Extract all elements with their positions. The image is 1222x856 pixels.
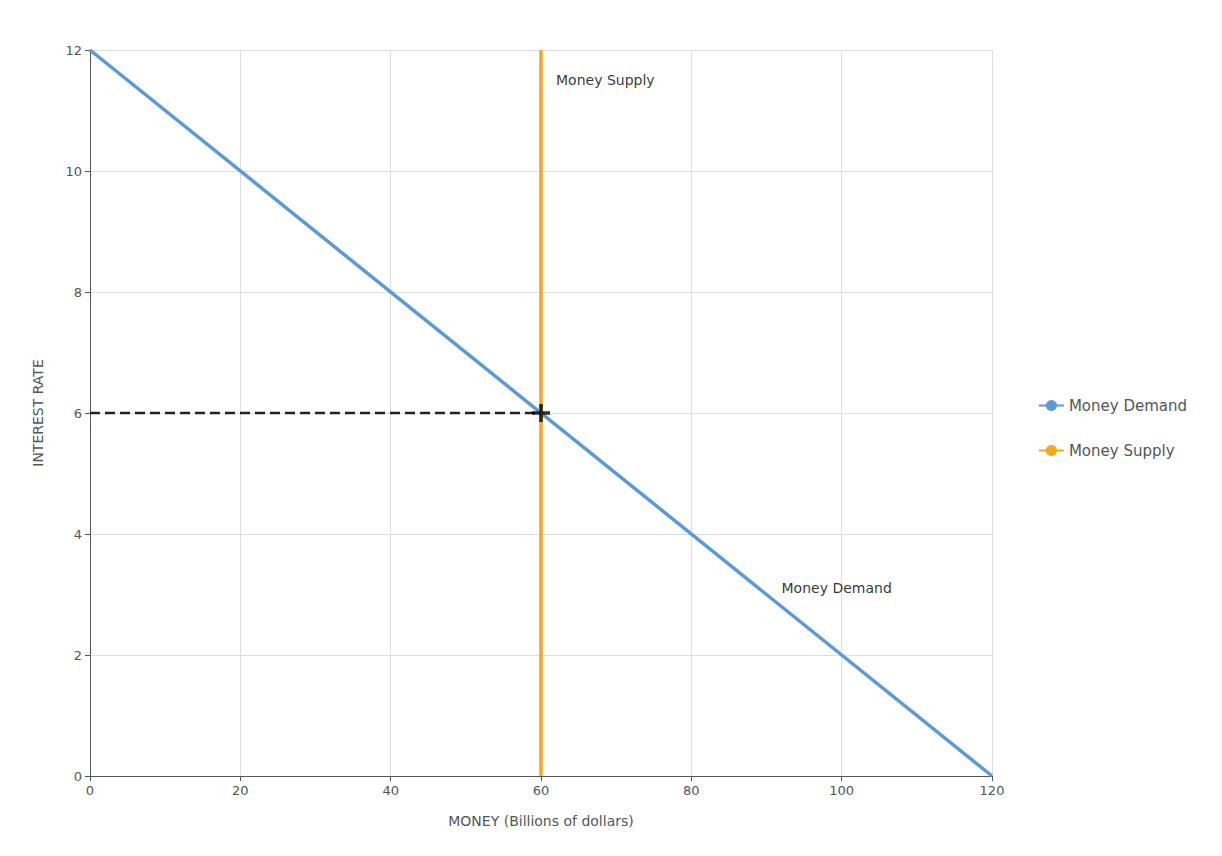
svg-text:Money Supply: Money Supply — [1069, 442, 1175, 460]
svg-text:0: 0 — [86, 783, 94, 798]
svg-text:12: 12 — [65, 43, 82, 58]
svg-text:Money Demand: Money Demand — [782, 580, 892, 596]
svg-text:2: 2 — [74, 648, 82, 663]
svg-text:120: 120 — [980, 783, 1005, 798]
svg-text:80: 80 — [683, 783, 700, 798]
svg-text:0: 0 — [74, 769, 82, 784]
svg-text:6: 6 — [74, 406, 82, 421]
svg-text:Money Demand: Money Demand — [1069, 397, 1187, 415]
svg-text:10: 10 — [65, 164, 82, 179]
svg-text:100: 100 — [829, 783, 854, 798]
svg-text:MONEY (Billions of dollars): MONEY (Billions of dollars) — [448, 813, 634, 829]
svg-text:8: 8 — [74, 285, 82, 300]
svg-text:20: 20 — [232, 783, 249, 798]
svg-text:4: 4 — [74, 527, 82, 542]
svg-text:60: 60 — [533, 783, 550, 798]
svg-text:40: 40 — [382, 783, 399, 798]
svg-text:Money Supply: Money Supply — [556, 72, 655, 88]
svg-text:INTEREST RATE: INTEREST RATE — [30, 359, 46, 467]
